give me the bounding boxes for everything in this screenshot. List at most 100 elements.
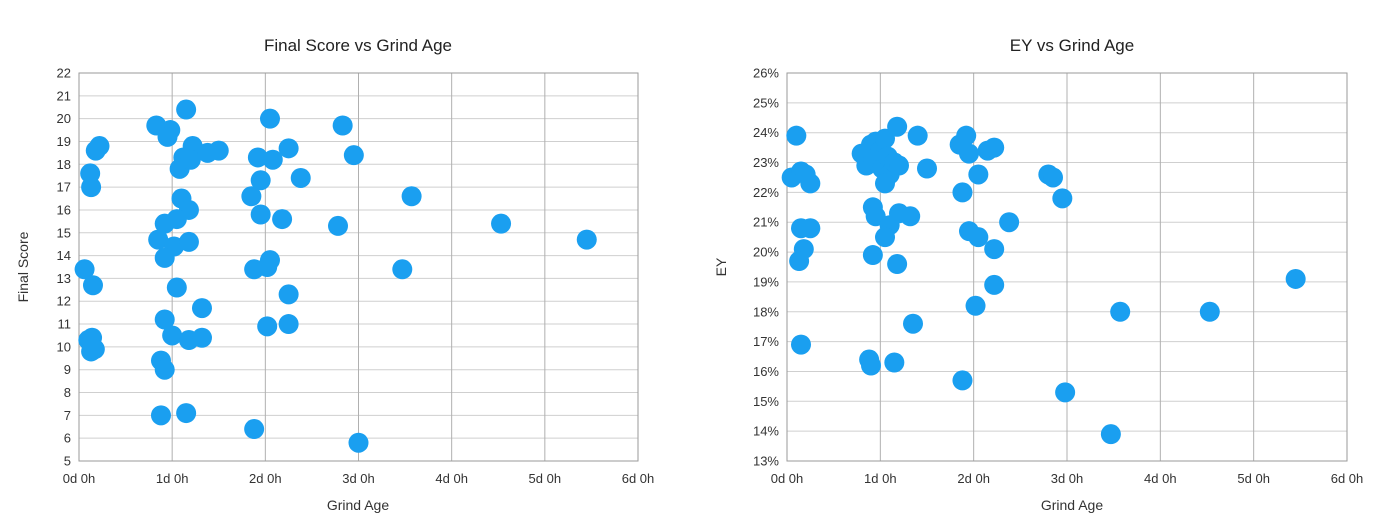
data-point [191,327,212,348]
data-point [1285,268,1306,289]
x-tick-label: 5d 0h [529,471,562,486]
x-tick-label: 2d 0h [957,471,990,486]
y-tick-label: 19 [57,134,71,149]
data-point [875,227,895,248]
data-point [262,149,283,170]
y-tick-label: 12 [57,294,71,309]
data-point [884,352,905,373]
data-point [332,115,353,136]
y-tick-label: 7 [64,408,71,423]
data-point [887,254,908,275]
data-point [257,316,278,337]
y-tick-label: 21 [57,88,71,103]
data-point [968,227,989,248]
x-tick-label: 6d 0h [622,471,655,486]
data-point [791,334,811,355]
x-tick-label: 6d 0h [1331,471,1364,486]
chart-title: Final Score vs Grind Age [264,36,452,55]
data-point [74,259,95,280]
data-point [907,125,928,146]
y-tick-label: 8 [64,385,71,400]
data-point [984,274,1005,295]
data-point [800,218,821,239]
x-tick-label: 3d 0h [342,471,375,486]
data-point [917,158,937,179]
data-point [889,155,909,176]
x-tick-label: 5d 0h [1237,471,1270,486]
x-tick-label: 2d 0h [249,471,282,486]
x-tick-label: 0d 0h [63,471,96,486]
y-tick-label: 14 [57,248,71,263]
y-tick-label: 24% [753,125,779,140]
data-point [343,145,364,166]
data-point [862,245,883,266]
y-tick-label: 17 [57,180,71,195]
data-point [887,116,908,137]
data-point [191,298,212,319]
y-tick-label: 5 [64,454,71,469]
data-point [250,170,271,191]
x-axis-label: Grind Age [327,497,389,513]
y-tick-label: 20 [57,111,71,126]
data-point [984,239,1005,260]
chart-title: EY vs Grind Age [1010,36,1134,55]
data-point [392,259,413,280]
plot-frame [786,72,1348,462]
data-point [84,339,105,360]
y-tick-label: 23% [753,155,779,170]
data-point [789,251,810,272]
data-point [861,355,881,376]
data-point [178,231,199,252]
y-tick-label: 18 [57,157,71,172]
data-point [952,370,973,391]
data-point [1055,382,1076,403]
data-point [968,164,989,185]
y-tick-label: 13 [57,271,71,286]
data-point [290,167,311,188]
data-point [1100,424,1121,445]
data-point [900,206,921,227]
x-axis-label: Grind Age [1041,497,1103,513]
data-point [800,173,821,194]
y-tick-label: 19% [753,274,779,289]
chart-2: 13% 14% 15% 16% 17% 18% 19% 20% 21% 22% 23% 24% 25% 2… [713,36,1363,513]
data-point [348,432,369,453]
y-tick-label: 25% [753,95,779,110]
data-point [786,125,807,146]
data-point [208,140,229,161]
data-point [328,215,349,236]
data-point [1052,188,1073,209]
data-point [272,209,293,230]
chart-1: 5 6 7 8 9 10 11 12 13 14 15 16 17 18 19 20 21 22 0d 0h 1d 0… [15,36,654,513]
y-tick-label: 26% [753,66,779,81]
data-point [154,247,175,268]
data-point [491,213,512,234]
x-tick-label: 1d 0h [156,471,189,486]
data-point [959,143,979,164]
y-axis-label: Final Score [15,231,31,302]
data-point [259,108,280,129]
data-point [157,126,178,147]
y-tick-label: 13% [753,454,779,469]
data-point [162,325,183,346]
x-tick-label: 4d 0h [1144,471,1177,486]
y-tick-label: 10 [57,339,71,354]
data-point [82,275,103,296]
data-point [176,403,197,424]
y-tick-label: 16 [57,202,71,217]
data-point [278,314,299,335]
data-point [257,257,278,277]
data-point [278,284,299,305]
y-tick-label: 20% [753,245,779,260]
data-point [401,186,422,207]
y-axis-label: EY [713,257,729,276]
data-point [148,229,169,250]
y-tick-label: 17% [753,334,779,349]
y-tick-label: 11 [58,317,72,332]
y-tick-label: 22 [57,66,71,81]
data-point [150,405,171,426]
data-point [1199,301,1220,322]
y-tick-label: 14% [753,424,779,439]
